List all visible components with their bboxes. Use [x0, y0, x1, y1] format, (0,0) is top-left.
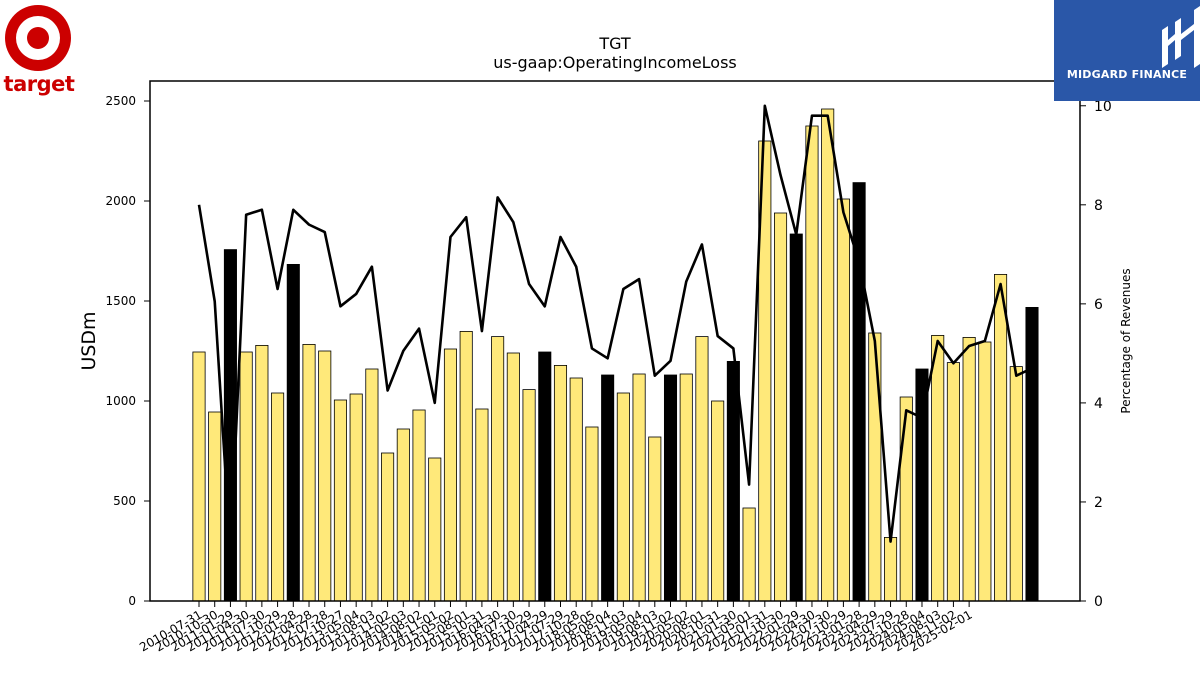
bars-layer — [192, 108, 1039, 602]
y2-tick-label: 4 — [1094, 396, 1103, 412]
bar — [931, 334, 945, 602]
bar — [428, 457, 442, 602]
bar — [302, 343, 316, 602]
bar — [679, 373, 693, 602]
bar — [915, 368, 929, 602]
x-axis: 2010-07-312010-10-302011-01-292011-04-30… — [137, 601, 975, 654]
bar — [506, 352, 520, 602]
bar — [349, 393, 363, 602]
bar — [994, 273, 1008, 602]
target-logo-text: target — [3, 72, 75, 96]
y-tick-label: 2500 — [105, 94, 136, 108]
bar — [632, 373, 646, 602]
bar — [946, 362, 960, 602]
percentage-line — [197, 104, 1033, 553]
bar — [475, 408, 489, 602]
bar — [978, 341, 992, 602]
line-layer — [197, 104, 1033, 553]
bar — [208, 411, 222, 602]
bar — [239, 351, 253, 602]
y2-tick-label: 0 — [1094, 594, 1103, 610]
bar — [616, 392, 630, 602]
bar — [318, 350, 332, 602]
bar — [648, 436, 662, 602]
y-tick-label: 1500 — [105, 294, 136, 308]
bar — [884, 537, 898, 602]
bar — [726, 360, 740, 602]
midgard-finance-watermark: MIDGARD FINANCE — [1054, 0, 1200, 101]
bar — [192, 351, 206, 602]
bar — [821, 108, 835, 602]
bar — [742, 507, 756, 602]
bar — [333, 399, 347, 602]
bar — [585, 426, 599, 602]
y2-axis-label: Percentage of Revenues — [1119, 268, 1133, 413]
bar — [522, 389, 536, 602]
bar — [459, 330, 473, 602]
bar — [381, 452, 395, 602]
y2-tick-label: 2 — [1094, 495, 1103, 511]
chart-subtitle: us-gaap:OperatingIncomeLoss — [493, 53, 737, 72]
y-axis-left: 0 500 1000 1500 2000 2500 — [105, 94, 150, 608]
target-bullseye-icon — [5, 5, 71, 71]
bar — [774, 212, 788, 602]
y-axis-right: 0 2 4 6 8 10 — [1080, 99, 1112, 610]
bar — [663, 374, 678, 602]
y2-tick-label: 8 — [1094, 198, 1103, 214]
bar — [553, 364, 568, 602]
y-tick-label: 2000 — [105, 194, 136, 208]
bar — [396, 428, 410, 602]
y-tick-label: 1000 — [105, 394, 136, 408]
bar — [805, 125, 819, 602]
bar — [255, 344, 269, 602]
bar — [365, 368, 379, 602]
bar — [443, 348, 457, 602]
chart-title: TGT — [598, 34, 631, 53]
bar — [569, 377, 583, 602]
bar — [695, 336, 709, 602]
bar — [412, 409, 426, 602]
bar — [962, 336, 976, 602]
y-tick-label: 0 — [128, 594, 136, 608]
midgard-logo-icon — [1162, 6, 1200, 68]
bar — [1009, 366, 1023, 602]
bar — [711, 400, 725, 602]
y2-tick-label: 10 — [1094, 99, 1112, 115]
y-tick-label: 500 — [113, 494, 136, 508]
bar — [271, 392, 285, 602]
plot-frame — [149, 80, 1081, 602]
y2-tick-label: 6 — [1094, 297, 1103, 313]
midgard-logo-text: MIDGARD FINANCE — [1066, 68, 1188, 81]
bar — [601, 374, 615, 602]
bar — [789, 233, 803, 602]
target-logo: target — [0, 0, 80, 105]
y-axis-label: USDm — [78, 311, 100, 370]
bar — [836, 198, 850, 602]
bar — [1025, 306, 1039, 602]
bar — [286, 263, 300, 602]
bar — [868, 332, 882, 602]
bar — [538, 351, 552, 602]
bar — [899, 396, 913, 602]
bar — [491, 336, 505, 602]
